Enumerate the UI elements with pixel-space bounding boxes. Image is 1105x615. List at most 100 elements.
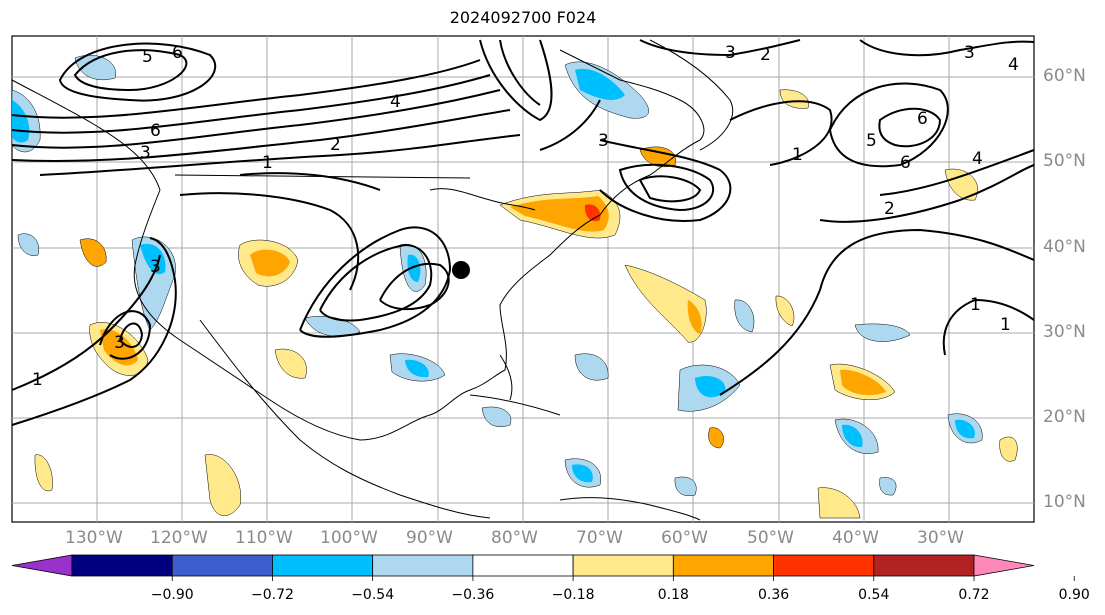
- contour-line: [299, 226, 452, 338]
- contour-label: 3: [140, 143, 151, 163]
- colorbar-tick-label: 0.72: [958, 587, 990, 603]
- colorbar-tick-label: 0.90: [1058, 587, 1090, 603]
- contour-label: 5: [142, 47, 153, 67]
- colorbar-tick-label: 0.36: [757, 587, 790, 603]
- contour-line: [638, 175, 702, 203]
- longitude-label: 120°W: [150, 528, 208, 548]
- contour-label: 2: [330, 135, 341, 155]
- negative-anomaly-area: [879, 477, 897, 496]
- contour-line: [879, 149, 1035, 196]
- contour-line: [11, 254, 161, 391]
- florida: [499, 354, 513, 401]
- contour-line: [878, 107, 942, 148]
- latitude-label: 50°N: [1043, 151, 1086, 171]
- colorbar-segment: [572, 554, 674, 577]
- contour-line: [639, 39, 801, 57]
- longitude-label: 100°W: [320, 528, 378, 548]
- contour-label: 6: [917, 109, 928, 129]
- latitude-label: 20°N: [1043, 407, 1086, 427]
- contour-label: 3: [725, 43, 736, 63]
- contour-line: [819, 164, 1035, 223]
- positive-anomaly-area: [817, 487, 861, 519]
- contour-label: 1: [792, 145, 803, 165]
- latitude-label: 30°N: [1043, 322, 1086, 342]
- negative-anomaly-area: [74, 54, 116, 81]
- contour-label: 5: [866, 131, 877, 151]
- contour-line: [239, 172, 381, 191]
- colorbar-segment: [372, 554, 474, 577]
- colorbar-tick-label: −0.36: [451, 587, 495, 603]
- positive-anomaly-area: [79, 238, 107, 267]
- colorbar: [11, 554, 1075, 581]
- contour-line: [599, 139, 732, 222]
- contour-line: [479, 39, 553, 122]
- contour-label: 6: [150, 121, 161, 141]
- longitude-label: 60°W: [661, 528, 708, 548]
- contour-line: [99, 310, 152, 360]
- contour-line: [539, 99, 601, 151]
- longitude-label: 130°W: [65, 528, 123, 548]
- longitude-label: 40°W: [832, 528, 879, 548]
- contour-line: [859, 39, 1035, 57]
- contour-line: [11, 237, 177, 426]
- colorbar-extension-high: [973, 554, 1035, 577]
- negative-anomaly-core: [140, 243, 166, 275]
- negative-anomaly-core: [842, 424, 863, 448]
- colorbar-tick-label: 0.54: [858, 587, 890, 603]
- negative-anomaly-area: [674, 476, 697, 496]
- colorbar-segment: [171, 554, 273, 577]
- contour-label: 4: [972, 149, 983, 169]
- greenland-coast: [649, 39, 734, 151]
- colorbar-tick-label: 0.18: [657, 587, 689, 603]
- contour-line: [39, 134, 521, 176]
- cuba: [469, 394, 561, 416]
- colorbar-tick-label: −0.18: [551, 587, 595, 603]
- contour-labels: 5 6 6 3 4 1 2 3 3 2 3 4 6 5 6 4 1 2 1 1 …: [32, 43, 1019, 390]
- mexico-central-america: [199, 319, 491, 519]
- contour-line: [942, 298, 1035, 356]
- negative-anomaly-core: [572, 464, 593, 483]
- positive-anomaly-area: [775, 295, 795, 327]
- longitude-label: 110°W: [235, 528, 293, 548]
- negative-anomaly-core: [405, 359, 429, 378]
- latitude-label: 40°N: [1043, 237, 1086, 257]
- negative-anomaly-area: [17, 233, 40, 256]
- contour-label: 6: [900, 153, 911, 173]
- contour-line: [73, 49, 188, 92]
- contour-label: 2: [884, 199, 895, 219]
- contour-line: [11, 59, 481, 119]
- longitude-label: 70°W: [576, 528, 623, 548]
- contour-line: [618, 163, 715, 212]
- colorbar-tick-label: −0.72: [250, 587, 294, 603]
- colorbar-tick-label: −0.54: [351, 587, 395, 603]
- colorbar-segment: [873, 554, 975, 577]
- contour-label: 2: [760, 45, 771, 65]
- contour-line: [118, 322, 144, 348]
- contour-line: [379, 262, 450, 311]
- contour-line: [11, 109, 511, 162]
- positive-anomaly-area: [274, 348, 307, 379]
- map-title: 2024092700 F024: [449, 8, 597, 27]
- positive-anomaly-area: [944, 168, 978, 201]
- positive-anomaly-core: [840, 369, 886, 396]
- contour-line: [729, 100, 833, 166]
- colorbar-segment: [272, 554, 374, 577]
- positive-anomaly-core: [250, 249, 290, 277]
- positive-anomaly-core: [510, 196, 609, 232]
- contour-label: 3: [598, 131, 609, 151]
- colorbar-segment: [71, 554, 173, 577]
- contour-line: [719, 228, 1035, 396]
- colorbar-segment: [672, 554, 774, 577]
- positive-anomaly-area: [779, 89, 810, 109]
- positive-anomaly-core: [100, 329, 138, 366]
- contour-label: 1: [32, 370, 43, 390]
- positive-anomaly-core: [687, 300, 702, 334]
- contour-label: 4: [390, 92, 401, 112]
- longitude-label: 50°W: [747, 528, 794, 548]
- contour-label: 3: [150, 257, 161, 277]
- contour-label: 4: [1008, 55, 1019, 75]
- contour-line: [58, 42, 217, 102]
- contour-lines: [11, 39, 1035, 426]
- negative-anomaly-area: [734, 299, 755, 333]
